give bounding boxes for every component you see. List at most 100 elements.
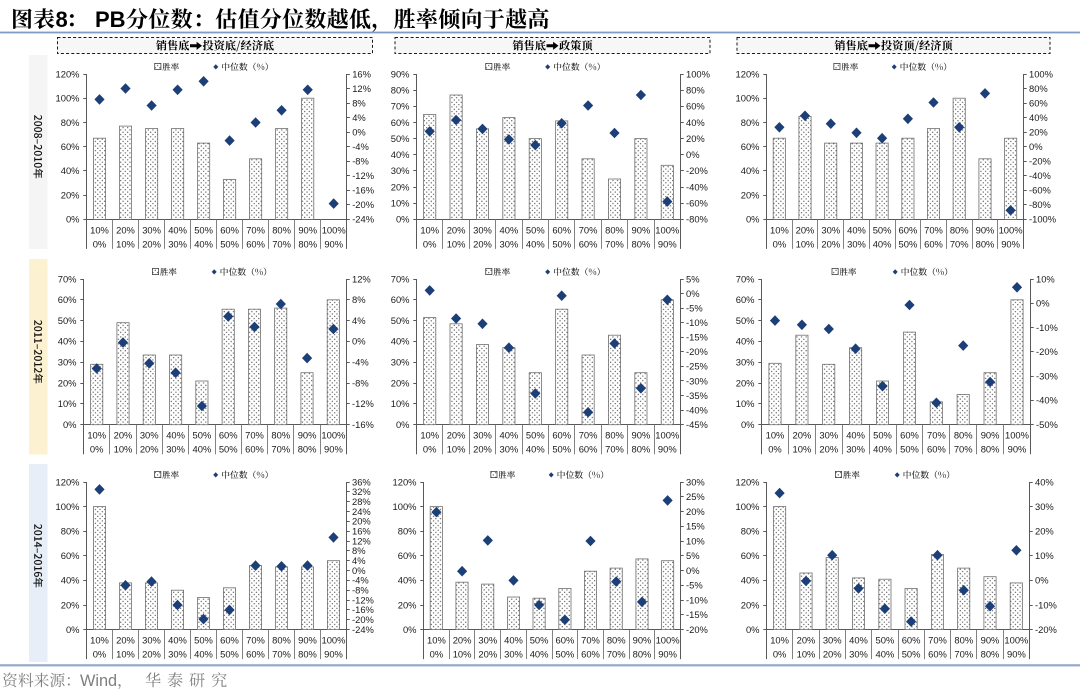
svg-text:70%: 70% bbox=[924, 224, 943, 235]
svg-text:-12%: -12% bbox=[352, 170, 374, 181]
svg-text:60%: 60% bbox=[741, 141, 760, 152]
svg-text:80%: 80% bbox=[61, 117, 80, 128]
svg-text:50%: 50% bbox=[530, 635, 549, 646]
svg-text:80%: 80% bbox=[976, 238, 995, 249]
svg-text:20%: 20% bbox=[821, 238, 840, 249]
svg-text:-4%: -4% bbox=[352, 141, 369, 152]
svg-text:8%: 8% bbox=[352, 97, 366, 108]
svg-text:20%: 20% bbox=[142, 238, 161, 249]
svg-text:12%: 12% bbox=[352, 83, 371, 94]
svg-text:10%: 10% bbox=[116, 649, 135, 660]
svg-text:70%: 70% bbox=[272, 238, 291, 249]
svg-text:30%: 30% bbox=[473, 224, 492, 235]
svg-text:40%: 40% bbox=[741, 165, 760, 176]
svg-text:90%: 90% bbox=[324, 238, 343, 249]
svg-text:-15%: -15% bbox=[686, 332, 708, 343]
svg-text:10%: 10% bbox=[453, 649, 472, 660]
svg-text:20%: 20% bbox=[1029, 127, 1048, 138]
svg-text:90%: 90% bbox=[324, 444, 343, 455]
svg-text:10%: 10% bbox=[736, 398, 755, 409]
svg-text:50%: 50% bbox=[873, 430, 892, 441]
svg-text:80%: 80% bbox=[391, 85, 410, 96]
svg-text:120%: 120% bbox=[736, 68, 760, 79]
svg-text:20%: 20% bbox=[797, 635, 816, 646]
svg-text:90%: 90% bbox=[1001, 238, 1020, 249]
svg-text:50%: 50% bbox=[526, 430, 545, 441]
svg-text:-8%: -8% bbox=[352, 377, 369, 388]
svg-text:40%: 40% bbox=[736, 336, 755, 347]
svg-text:0%: 0% bbox=[423, 238, 437, 249]
svg-text:20%: 20% bbox=[58, 377, 77, 388]
svg-text:-15%: -15% bbox=[686, 609, 708, 620]
svg-text:120%: 120% bbox=[56, 476, 80, 487]
svg-text:20%: 20% bbox=[447, 430, 466, 441]
svg-text:80%: 80% bbox=[271, 430, 290, 441]
svg-text:20%: 20% bbox=[823, 649, 842, 660]
svg-text:-45%: -45% bbox=[686, 419, 708, 430]
svg-text:10%: 10% bbox=[58, 398, 77, 409]
svg-text:30%: 30% bbox=[504, 649, 523, 660]
svg-text:40%: 40% bbox=[1035, 476, 1054, 487]
svg-text:80%: 80% bbox=[272, 224, 291, 235]
svg-text:70%: 70% bbox=[928, 635, 947, 646]
svg-text:70%: 70% bbox=[245, 430, 264, 441]
svg-text:10%: 10% bbox=[793, 444, 812, 455]
svg-text:0%: 0% bbox=[686, 288, 700, 299]
svg-text:80%: 80% bbox=[633, 649, 652, 660]
svg-text:20%: 20% bbox=[793, 430, 812, 441]
svg-text:0%: 0% bbox=[768, 444, 782, 455]
svg-text:-50%: -50% bbox=[1036, 419, 1058, 430]
svg-text:20%: 20% bbox=[741, 190, 760, 201]
svg-text:50%: 50% bbox=[194, 224, 213, 235]
svg-text:-8%: -8% bbox=[352, 585, 369, 596]
svg-text:50%: 50% bbox=[876, 635, 895, 646]
svg-text:0%: 0% bbox=[63, 419, 77, 430]
svg-text:20%: 20% bbox=[686, 506, 705, 517]
svg-text:20%: 20% bbox=[61, 599, 80, 610]
svg-text:0%: 0% bbox=[773, 649, 787, 660]
svg-text:120%: 120% bbox=[736, 476, 760, 487]
svg-text:40%: 40% bbox=[398, 575, 417, 586]
svg-text:-20%: -20% bbox=[1036, 346, 1058, 357]
svg-text:80%: 80% bbox=[61, 526, 80, 537]
svg-text:80%: 80% bbox=[605, 430, 624, 441]
svg-text:25%: 25% bbox=[686, 491, 705, 502]
svg-text:40%: 40% bbox=[391, 336, 410, 347]
svg-text:80%: 80% bbox=[981, 444, 1000, 455]
svg-text:0%: 0% bbox=[66, 624, 80, 635]
svg-text:20%: 20% bbox=[478, 649, 497, 660]
svg-text:100%: 100% bbox=[393, 501, 417, 512]
svg-text:-10%: -10% bbox=[686, 594, 708, 605]
svg-text:20%: 20% bbox=[116, 224, 135, 235]
svg-text:-20%: -20% bbox=[686, 624, 708, 635]
svg-text:-5%: -5% bbox=[686, 580, 703, 591]
svg-text:60%: 60% bbox=[741, 550, 760, 561]
svg-text:-35%: -35% bbox=[686, 390, 708, 401]
svg-text:40%: 40% bbox=[526, 444, 545, 455]
svg-text:10%: 10% bbox=[420, 224, 439, 235]
svg-text:50%: 50% bbox=[556, 649, 575, 660]
svg-text:60%: 60% bbox=[556, 635, 575, 646]
svg-text:40%: 40% bbox=[873, 444, 892, 455]
svg-text:0%: 0% bbox=[741, 419, 755, 430]
svg-text:80%: 80% bbox=[272, 635, 291, 646]
svg-text:5%: 5% bbox=[686, 550, 700, 561]
svg-text:-10%: -10% bbox=[1036, 322, 1058, 333]
svg-text:30%: 30% bbox=[142, 635, 161, 646]
svg-text:20%: 20% bbox=[686, 133, 705, 144]
svg-text:0%: 0% bbox=[746, 624, 760, 635]
svg-text:-20%: -20% bbox=[1035, 624, 1057, 635]
svg-text:0%: 0% bbox=[352, 127, 366, 138]
svg-text:40%: 40% bbox=[686, 117, 705, 128]
svg-text:0%: 0% bbox=[686, 149, 700, 160]
svg-text:30%: 30% bbox=[168, 649, 187, 660]
svg-text:10%: 10% bbox=[1035, 550, 1054, 561]
svg-text:90%: 90% bbox=[1008, 444, 1027, 455]
svg-text:80%: 80% bbox=[981, 649, 1000, 660]
svg-text:50%: 50% bbox=[873, 224, 892, 235]
svg-text:40%: 40% bbox=[847, 224, 866, 235]
svg-text:40%: 40% bbox=[849, 635, 868, 646]
svg-text:70%: 70% bbox=[954, 444, 973, 455]
svg-text:50%: 50% bbox=[900, 444, 919, 455]
svg-text:40%: 40% bbox=[500, 430, 519, 441]
